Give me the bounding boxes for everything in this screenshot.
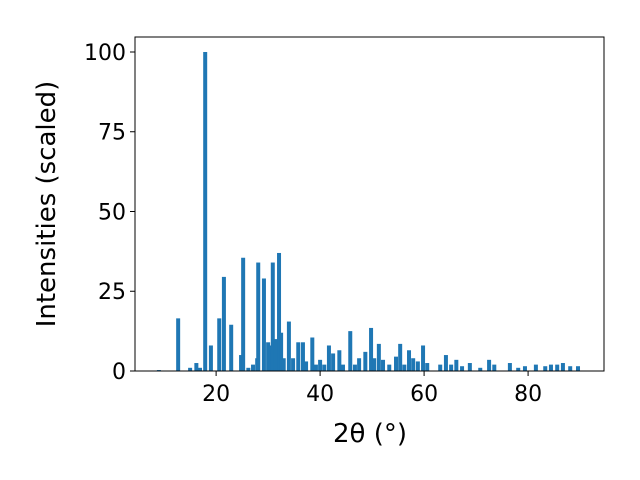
bar — [229, 324, 234, 371]
bar — [310, 337, 315, 371]
bar — [438, 364, 443, 371]
bar — [277, 252, 282, 371]
bar — [352, 364, 357, 371]
bar — [273, 339, 278, 371]
bar — [291, 358, 296, 371]
bar — [415, 361, 420, 371]
bar — [543, 366, 548, 371]
bar — [421, 345, 426, 371]
y-tick-label: 25 — [98, 280, 126, 305]
bar — [576, 366, 581, 371]
y-tick-label: 50 — [98, 200, 126, 225]
bar — [394, 356, 399, 371]
y-tick-label: 75 — [98, 121, 126, 146]
bar — [568, 366, 573, 371]
bar — [548, 364, 553, 371]
bar — [516, 367, 521, 371]
y-axis-label: Intensities (scaled) — [32, 81, 62, 328]
bar — [449, 364, 454, 371]
bar — [381, 359, 386, 371]
bar — [331, 353, 336, 371]
bar — [322, 364, 327, 371]
bar — [337, 350, 342, 371]
bar — [460, 366, 465, 371]
bar — [443, 355, 448, 371]
bar — [318, 359, 323, 371]
bar — [176, 318, 181, 371]
x-tick-label: 40 — [306, 382, 334, 407]
bar — [454, 359, 459, 371]
bar — [241, 257, 246, 371]
bar — [246, 367, 251, 371]
bar — [407, 350, 412, 371]
y-tick-label: 0 — [112, 360, 126, 385]
bar — [208, 345, 213, 371]
bar — [256, 262, 261, 371]
bar — [188, 367, 193, 371]
bar — [266, 342, 271, 371]
bar — [300, 342, 305, 371]
bar — [268, 345, 273, 371]
bar — [363, 351, 368, 371]
bar — [560, 363, 565, 371]
bar — [296, 342, 301, 371]
bar — [402, 364, 407, 371]
plot-frame — [134, 36, 605, 372]
bar — [313, 364, 318, 371]
bar — [281, 358, 286, 371]
x-tick-label: 80 — [514, 382, 542, 407]
bar — [251, 364, 256, 371]
bar — [197, 367, 202, 371]
bar — [239, 355, 244, 371]
bar — [376, 343, 381, 371]
bar — [369, 327, 374, 371]
y-tick-label: 100 — [84, 41, 126, 66]
bar — [372, 358, 377, 371]
bar — [357, 358, 362, 371]
bar — [217, 318, 222, 371]
bar — [425, 363, 430, 371]
bar — [340, 364, 345, 371]
bar — [348, 331, 353, 371]
bar — [279, 332, 284, 371]
bar — [555, 364, 560, 371]
bar — [522, 366, 527, 371]
bar — [507, 363, 512, 371]
bar — [221, 276, 226, 371]
bar — [411, 358, 416, 371]
x-tick-label: 20 — [202, 382, 230, 407]
bar — [304, 361, 309, 371]
bar — [286, 321, 291, 371]
bar — [387, 364, 392, 371]
bar — [194, 363, 199, 371]
bar — [478, 367, 483, 371]
bar — [203, 51, 208, 371]
bar — [398, 343, 403, 371]
bar — [533, 364, 538, 371]
bar — [492, 364, 497, 371]
bar — [261, 278, 266, 371]
x-axis-label: 2θ (°) — [333, 419, 407, 449]
bar — [467, 363, 472, 371]
x-tick-label: 60 — [410, 382, 438, 407]
bar — [270, 262, 275, 371]
bar — [487, 359, 492, 371]
bar — [326, 345, 331, 371]
